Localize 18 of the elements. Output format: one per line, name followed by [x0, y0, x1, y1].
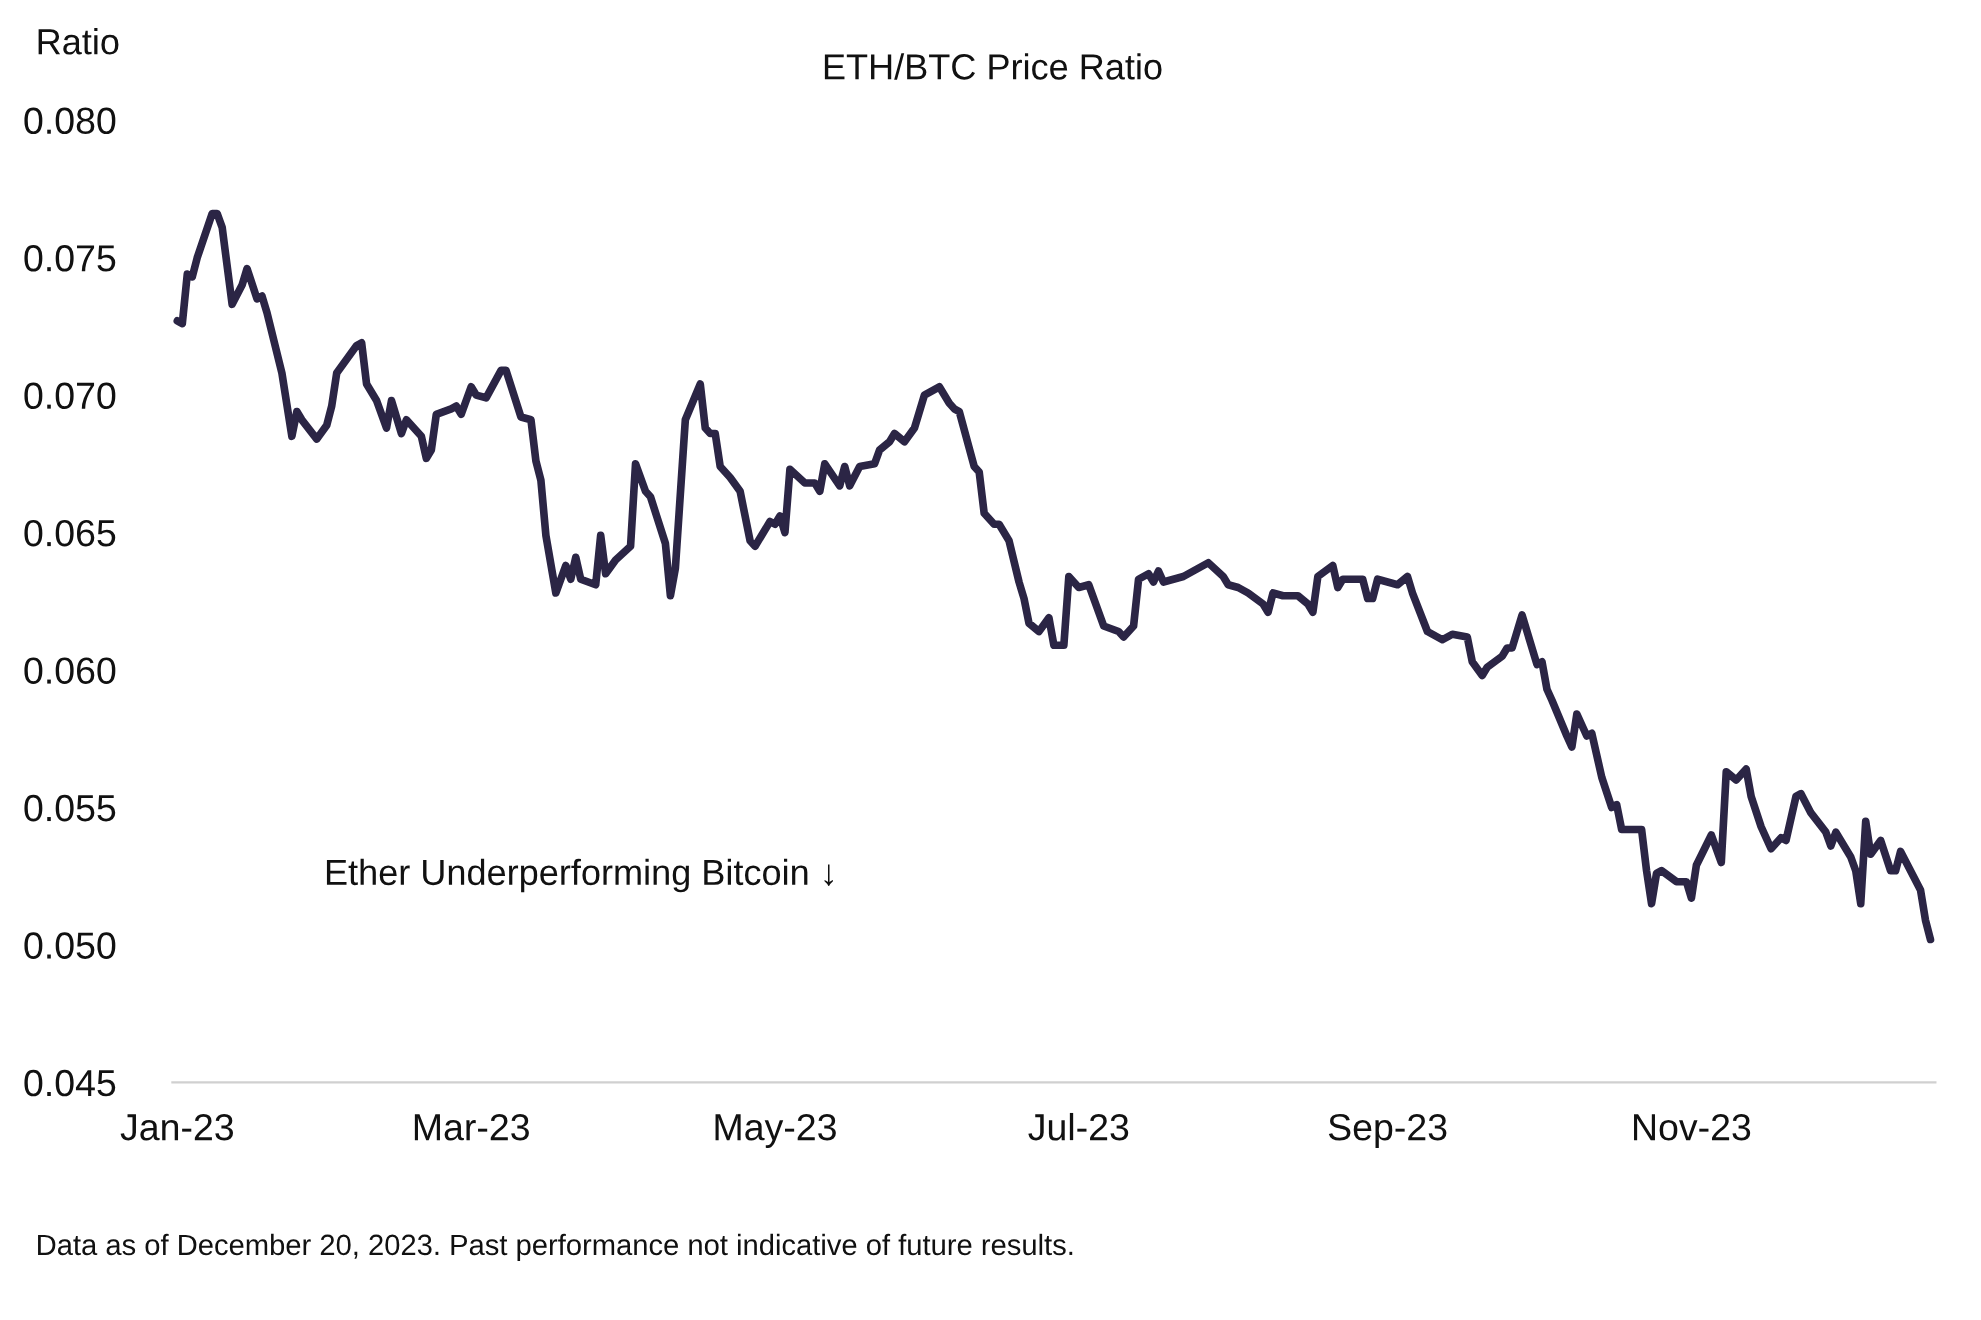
y-tick-label: 0.075	[24, 244, 116, 272]
y-tick-label: 0.050	[24, 932, 116, 959]
text: Data as of December 20, 2023. Past performance not indicative of future results.	[38, 1233, 1073, 1261]
y-tick-label: 0.060	[24, 657, 116, 684]
x-tick-label: Nov-23	[1634, 1113, 1751, 1141]
y-tick-label: 0.080	[24, 107, 116, 135]
x-tick-label: Jul-23	[1028, 1112, 1129, 1141]
annotation: Ether Underperforming Bitcoin ↓	[326, 858, 833, 893]
x-tick-label: Mar-23	[414, 1113, 529, 1141]
x-tick-label: Sep-23	[1328, 1113, 1447, 1148]
y-tick-label: 0.065	[24, 519, 116, 547]
y-axis-title: Ratio	[38, 28, 119, 55]
chart-title: ETH/BTC Price Ratio	[824, 53, 1162, 80]
x-tick-label: May-23	[715, 1113, 836, 1148]
y-tick-label: 0.045	[24, 1069, 116, 1097]
y-tick-label: 0.070	[24, 382, 116, 410]
x-tick-label: Jan-23	[120, 1113, 234, 1141]
y-tick-label: 0.055	[24, 794, 116, 822]
